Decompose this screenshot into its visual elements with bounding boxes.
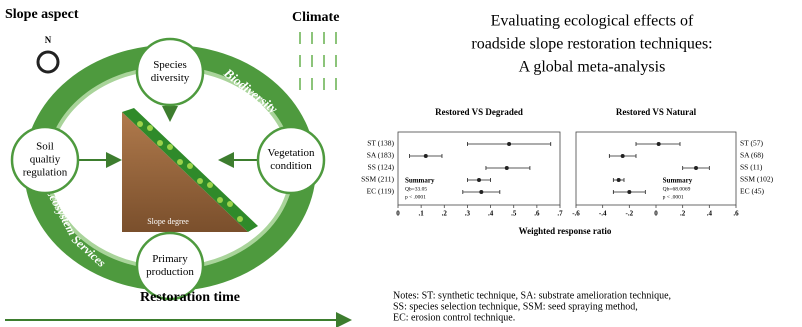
x-tick-label: .7 bbox=[557, 210, 563, 218]
point bbox=[479, 190, 483, 194]
x-tick-label: 0 bbox=[396, 210, 400, 218]
notes: Notes: ST: synthetic technique, SA: subs… bbox=[393, 290, 671, 323]
node-label: condition bbox=[270, 160, 312, 172]
compass-n: N bbox=[45, 35, 52, 45]
charts: Restored VS Degraded 0 .1 .2 .3 .4 .5 .6 .7 ST (1… bbox=[361, 107, 773, 218]
chart-title: Restored VS Degraded bbox=[435, 107, 523, 117]
note-line: EC: erosion control technique. bbox=[393, 312, 515, 323]
node-label: production bbox=[146, 266, 194, 278]
node-label: qualtiy bbox=[30, 154, 61, 166]
node-label: Soil bbox=[36, 141, 54, 153]
point bbox=[424, 154, 428, 158]
plot-frame bbox=[576, 132, 736, 205]
point bbox=[617, 178, 621, 182]
slope-label: Slope degree bbox=[147, 217, 189, 226]
node-label: regulation bbox=[23, 167, 68, 179]
category-label: SS (124) bbox=[368, 163, 395, 172]
graphical-abstract: Slope aspect N Climate Biodiversity Ecos… bbox=[0, 0, 802, 327]
category-label: SSM (211) bbox=[361, 175, 394, 184]
title-line: roadside slope restoration techniques: bbox=[471, 36, 712, 53]
slope-aspect: Slope aspect bbox=[5, 7, 79, 22]
title-line: A global meta-analysis bbox=[519, 59, 666, 76]
x-tick-label: -.2 bbox=[626, 210, 634, 218]
node-label: diversity bbox=[151, 72, 190, 84]
note-line: SS: species selection technique, SSM: se… bbox=[393, 301, 638, 312]
x-tick-label: -.6 bbox=[572, 210, 580, 218]
summary: Qb=68.0069 bbox=[663, 186, 691, 192]
rain bbox=[300, 32, 336, 90]
point bbox=[694, 166, 698, 170]
x-tick-label: .6 bbox=[534, 210, 540, 218]
title-line: Evaluating ecological effects of bbox=[491, 13, 694, 30]
x-label: Weighted response ratio bbox=[519, 226, 612, 236]
x-tick-label: .4 bbox=[488, 210, 494, 218]
category-label: SA (68) bbox=[740, 151, 764, 160]
summary: p < .0001 bbox=[663, 194, 684, 200]
summary: Summary bbox=[663, 177, 693, 185]
point bbox=[657, 142, 661, 146]
point bbox=[627, 190, 631, 194]
time-axis: Restoration time bbox=[140, 290, 240, 305]
category-label: ST (138) bbox=[367, 139, 394, 148]
point bbox=[477, 178, 481, 182]
summary: p < .0001 bbox=[405, 194, 426, 200]
note-line: Notes: ST: synthetic technique, SA: subs… bbox=[393, 290, 671, 301]
category-label: ST (57) bbox=[740, 139, 763, 148]
x-tick-label: .3 bbox=[465, 210, 471, 218]
x-tick-label: 0 bbox=[654, 210, 658, 218]
x-tick-label: .4 bbox=[707, 210, 713, 218]
climate: Climate bbox=[292, 10, 339, 25]
point bbox=[505, 166, 509, 170]
point bbox=[507, 142, 511, 146]
point bbox=[621, 154, 625, 158]
summary: Summary bbox=[405, 177, 435, 185]
x-tick-label: -.4 bbox=[599, 210, 607, 218]
category-label: SS (11) bbox=[740, 163, 763, 172]
node-label: Species bbox=[153, 59, 187, 71]
chart-title: Restored VS Natural bbox=[616, 107, 697, 117]
x-tick-label: .5 bbox=[511, 210, 517, 218]
category-label: EC (119) bbox=[367, 187, 395, 196]
x-tick-label: .6 bbox=[733, 210, 739, 218]
x-tick-label: .2 bbox=[680, 210, 686, 218]
x-tick-label: .2 bbox=[442, 210, 448, 218]
category-label: SSM (102) bbox=[740, 175, 774, 184]
category-label: EC (45) bbox=[740, 187, 764, 196]
x-tick-label: .1 bbox=[419, 210, 425, 218]
category-label: SA (183) bbox=[367, 151, 395, 160]
summary: Qb=33.05 bbox=[405, 186, 427, 192]
node-label: Vegetation bbox=[267, 147, 315, 159]
title: Evaluating ecological effects of roadside… bbox=[471, 13, 712, 76]
node-label: Primary bbox=[152, 253, 188, 265]
